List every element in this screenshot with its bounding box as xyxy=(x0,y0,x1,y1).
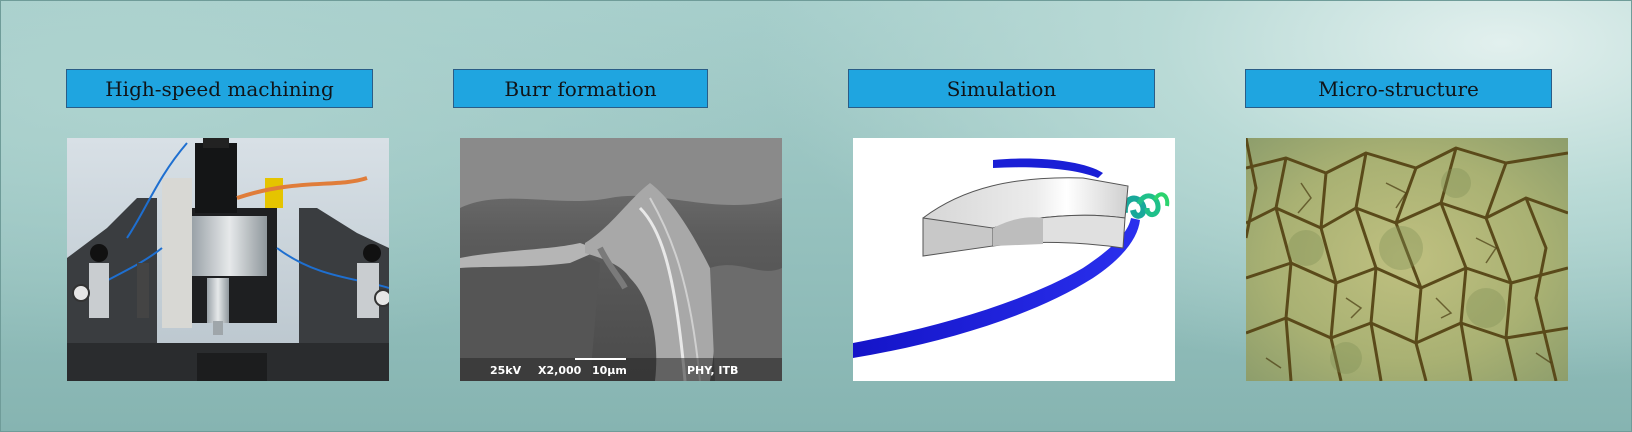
fem-chip-simulation xyxy=(853,138,1175,381)
panel-title-simulation: Simulation xyxy=(848,69,1155,108)
panel-title-micro-structure: Micro-structure xyxy=(1245,69,1552,108)
cnc-spindle-photo xyxy=(67,138,389,381)
sem-micrograph: 25kV X2,000 10µm PHY, ITB xyxy=(460,138,782,381)
micrograph-grains xyxy=(1246,138,1568,381)
panel-title-high-speed-machining: High-speed machining xyxy=(66,69,373,108)
sem-lab-label: PHY, ITB xyxy=(687,364,738,377)
sem-scale-label: 10µm xyxy=(592,364,627,377)
sem-magnification: X2,000 xyxy=(538,364,582,377)
panel-title-burr-formation: Burr formation xyxy=(453,69,708,108)
sem-voltage: 25kV xyxy=(490,364,522,377)
